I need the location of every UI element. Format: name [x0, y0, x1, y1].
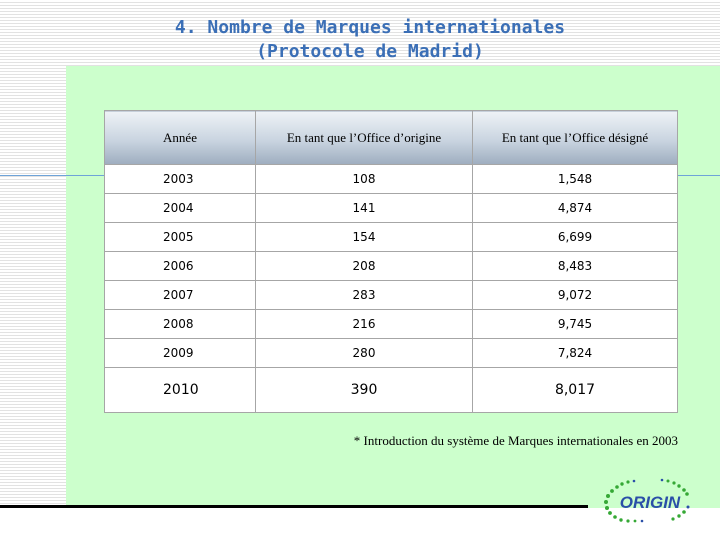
cell-year: 2010	[104, 367, 256, 413]
origin-logo: ORIGIN	[598, 476, 698, 526]
table-row: 2010 390 8,017	[104, 367, 678, 413]
table-row: 2004 141 4,874	[104, 193, 678, 223]
origin-logo-graphic: ORIGIN	[604, 478, 690, 523]
cell-origin: 141	[255, 193, 473, 223]
header-year: Année	[104, 110, 256, 165]
cell-year: 2003	[104, 164, 256, 194]
logo-dots-blue	[632, 478, 690, 523]
header-origin-office: En tant que l’Office d’origine	[255, 110, 473, 165]
cell-origin: 390	[255, 367, 473, 413]
table-header-row: Année En tant que l’Office d’origine En …	[104, 110, 678, 165]
table-row: 2003 108 1,548	[104, 164, 678, 194]
cell-year: 2009	[104, 338, 256, 368]
cell-origin: 280	[255, 338, 473, 368]
title-line-1: 4. Nombre de Marques internationales	[174, 17, 566, 38]
footer-rule	[0, 505, 588, 508]
cell-year: 2008	[104, 309, 256, 339]
logo-dots	[604, 479, 689, 523]
divider-right	[678, 175, 720, 176]
cell-year: 2006	[104, 251, 256, 281]
cell-designated: 9,072	[472, 280, 678, 310]
table-row: 2005 154 6,699	[104, 222, 678, 252]
cell-year: 2007	[104, 280, 256, 310]
cell-year: 2005	[104, 222, 256, 252]
left-stripes	[0, 66, 66, 508]
marks-table: Année En tant que l’Office d’origine En …	[104, 110, 678, 413]
cell-designated: 6,699	[472, 222, 678, 252]
cell-origin: 216	[255, 309, 473, 339]
header-stripes	[0, 0, 720, 66]
cell-designated: 8,017	[472, 367, 678, 413]
table-row: 2009 280 7,824	[104, 338, 678, 368]
cell-designated: 9,745	[472, 309, 678, 339]
footnote: * Introduction du système de Marques int…	[353, 433, 678, 448]
cell-origin: 208	[255, 251, 473, 281]
cell-designated: 4,874	[472, 193, 678, 223]
page-title: 4. Nombre de Marques internationales (Pr…	[0, 16, 720, 64]
cell-year: 2004	[104, 193, 256, 223]
table-row: 2007 283 9,072	[104, 280, 678, 310]
cell-designated: 8,483	[472, 251, 678, 281]
header-designated-office: En tant que l’Office désigné	[472, 110, 678, 165]
title-line-2: (Protocole de Madrid)	[256, 41, 484, 62]
cell-origin: 108	[255, 164, 473, 194]
divider-left	[0, 175, 104, 176]
logo-text: ORIGIN	[620, 493, 681, 512]
cell-designated: 7,824	[472, 338, 678, 368]
cell-origin: 283	[255, 280, 473, 310]
footer-band	[0, 508, 720, 540]
cell-designated: 1,548	[472, 164, 678, 194]
table-row: 2006 208 8,483	[104, 251, 678, 281]
cell-origin: 154	[255, 222, 473, 252]
table-row: 2008 216 9,745	[104, 309, 678, 339]
